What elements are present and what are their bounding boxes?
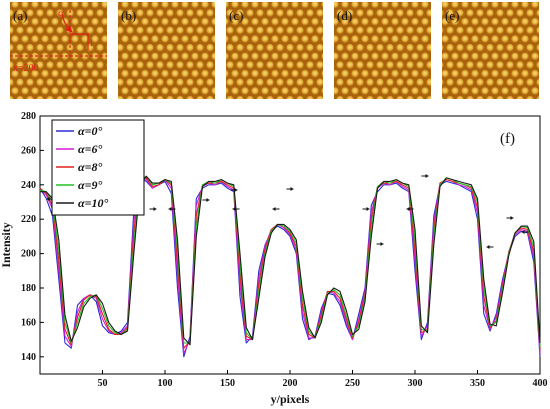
panel-c: (c) — [226, 2, 323, 99]
legend-label-2: α=8° — [78, 160, 102, 174]
panel-a-image — [10, 2, 107, 99]
legend-label-1: α=6° — [78, 142, 102, 156]
shift-arrow-head-5 — [168, 207, 172, 211]
y-tick-label: 200 — [21, 249, 36, 260]
shift-arrow-head-12 — [380, 242, 384, 246]
panel-a-alpha-arc — [61, 13, 73, 33]
series-line-4 — [40, 175, 541, 346]
image-strip: (a) α 1 x=200 (b) (c) (d) (e) — [10, 2, 539, 99]
shift-arrow-head-10 — [290, 187, 294, 191]
panel-a-label: (a) — [13, 8, 27, 23]
y-tick-label: 280 — [21, 111, 36, 122]
y-tick-label: 180 — [21, 283, 36, 294]
panel-d-label: (d) — [337, 8, 352, 23]
legend-items: α=0° α=6° α=8° α=9° α=10° — [56, 124, 108, 210]
y-tick-label: 240 — [21, 180, 36, 191]
series-lines — [39, 175, 541, 358]
panel-c-label: (c) — [229, 8, 243, 23]
x-tick-label: 50 — [98, 378, 108, 389]
panel-a: (a) α 1 x=200 — [10, 2, 107, 99]
y-tick-label: 140 — [21, 352, 36, 363]
chart: 50 100 150 200 250 300 350 400 140 160 180 200 220 2… — [0, 111, 548, 406]
y-tick-label: 160 — [21, 317, 36, 328]
panel-b-image — [118, 2, 215, 99]
legend-label-4: α=10° — [78, 196, 108, 210]
panel-a-x-annotation: x=200 — [13, 63, 39, 74]
shift-arrow-head-16 — [510, 216, 514, 220]
legend: α=0° α=6° α=8° α=9° α=10° — [51, 119, 145, 216]
x-axis-label: y/pixels — [271, 392, 310, 406]
x-tick-label: 100 — [158, 378, 173, 389]
panel-d: (d) — [334, 2, 431, 99]
shift-arrow-head-6 — [206, 198, 210, 202]
y-axis-label: Intensity — [0, 222, 13, 267]
shift-arrow-head-9 — [272, 207, 276, 211]
y-axis-ticks: 140 160 180 200 220 240 260 280 — [21, 111, 44, 363]
panel-e-label: (e) — [445, 8, 459, 23]
x-axis-ticks: 50 100 150 200 250 300 350 400 — [98, 370, 548, 389]
panel-e-image — [442, 2, 539, 99]
x-tick-label: 150 — [220, 378, 235, 389]
panel-a-ruler-bracket — [70, 33, 89, 50]
x-tick-label: 350 — [470, 378, 485, 389]
x-tick-label: 300 — [408, 378, 423, 389]
shift-arrow-head-17 — [521, 230, 525, 234]
panel-b: (b) — [118, 2, 215, 99]
shift-arrow-head-15 — [486, 245, 490, 249]
legend-label-0: α=0° — [78, 124, 102, 138]
panel-a-alpha-symbol: α — [58, 7, 64, 19]
shift-arrow-head-7 — [234, 188, 238, 192]
shift-arrow-head-4 — [153, 207, 157, 211]
series-line-1 — [39, 175, 541, 354]
shift-arrow-head-11 — [366, 207, 370, 211]
y-tick-label: 260 — [21, 145, 36, 156]
shift-arrow-head-2 — [46, 197, 50, 201]
shift-arrow-head-14 — [425, 174, 429, 178]
y-tick-label: 220 — [21, 214, 36, 225]
x-tick-label: 250 — [345, 378, 360, 389]
legend-label-3: α=9° — [78, 178, 102, 192]
x-tick-label: 200 — [283, 378, 298, 389]
shift-arrow-head-8 — [232, 207, 236, 211]
panel-d-image — [334, 2, 431, 99]
shift-arrow-head-13 — [406, 207, 410, 211]
panel-b-label: (b) — [121, 8, 136, 23]
panel-a-ruler-tick: 1 — [89, 38, 94, 48]
panel-e: (e) — [442, 2, 539, 99]
chart-panel-label: (f) — [500, 131, 515, 147]
panel-c-image — [226, 2, 323, 99]
x-tick-label: 400 — [533, 378, 548, 389]
